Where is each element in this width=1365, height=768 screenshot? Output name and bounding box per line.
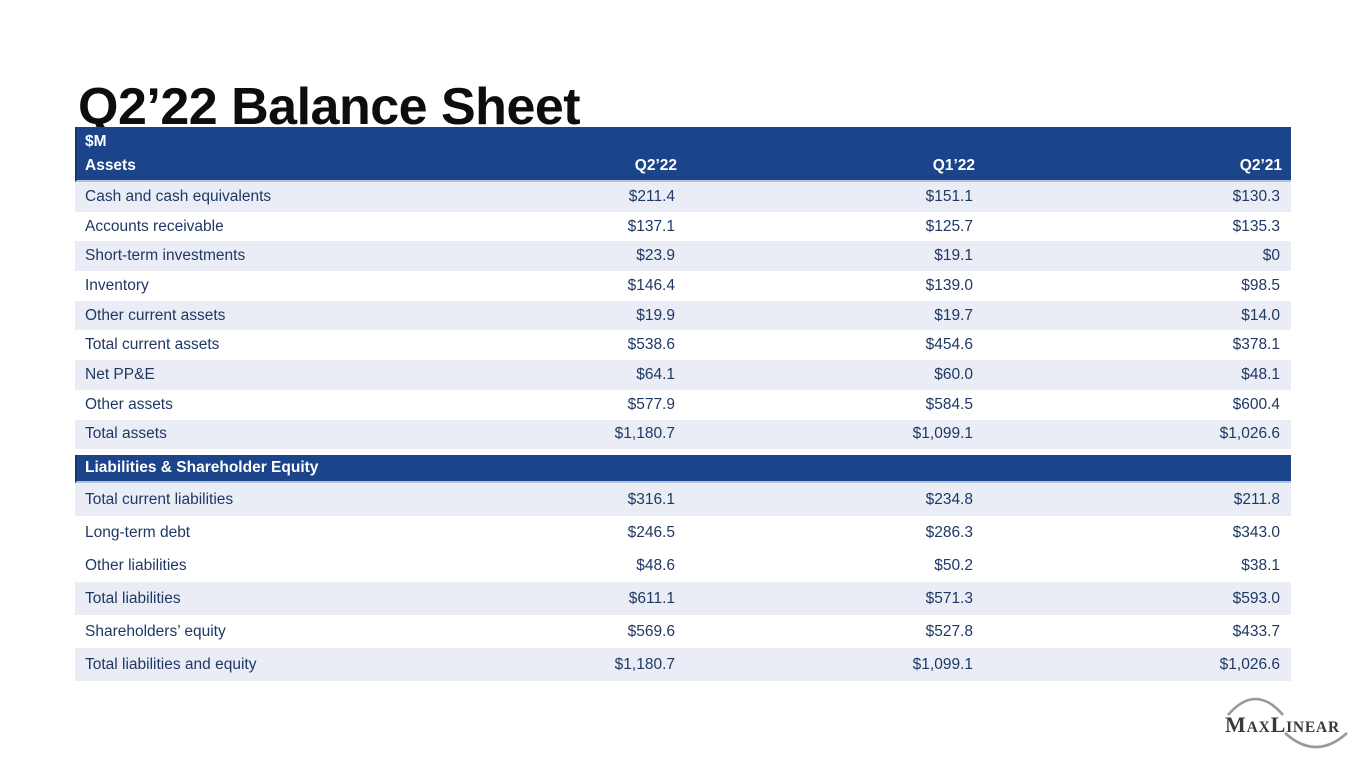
row-value-q2-21: $48.1 bbox=[1241, 365, 1280, 383]
row-value-q2-22: $19.9 bbox=[636, 306, 675, 324]
row-label: Accounts receivable bbox=[85, 217, 224, 235]
table-row-accounts-receivable: Accounts receivable $137.1 $125.7 $135.3 bbox=[75, 212, 1291, 242]
row-value-q1-22: $125.7 bbox=[925, 217, 973, 235]
row-label: Cash and cash equivalents bbox=[85, 187, 272, 205]
logo-arc-bottom bbox=[1284, 732, 1348, 749]
row-value-q2-22: $611.1 bbox=[628, 589, 675, 607]
row-value-q1-22: $1,099.1 bbox=[912, 655, 973, 673]
row-value-q2-22: $64.1 bbox=[636, 365, 675, 383]
table-row-shareholders-equity: Shareholders’ equity $569.6 $527.8 $433.… bbox=[75, 615, 1291, 648]
row-value-q2-21: $378.1 bbox=[1232, 336, 1280, 354]
row-value-q1-22: $151.1 bbox=[925, 187, 973, 205]
row-value-q2-21: $0 bbox=[1262, 247, 1280, 265]
maxlinear-logo: MAXLINEAR bbox=[1225, 697, 1348, 749]
row-value-q2-22: $1,180.7 bbox=[614, 655, 675, 673]
table-row-total-assets: Total assets $1,180.7 $1,099.1 $1,026.6 bbox=[75, 419, 1291, 450]
row-value-q2-22: $577.9 bbox=[627, 395, 675, 413]
row-label: Other assets bbox=[85, 395, 173, 413]
row-value-q1-22: $19.7 bbox=[934, 306, 973, 324]
table-row-other-assets: Other assets $577.9 $584.5 $600.4 bbox=[75, 390, 1291, 420]
row-value-q1-22: $50.2 bbox=[934, 556, 973, 574]
row-value-q2-21: $1,026.6 bbox=[1219, 655, 1280, 673]
section-divider bbox=[75, 449, 1291, 456]
balance-sheet-table: $M Assets Q2’22 Q1’22 Q2’21 Cash and cas… bbox=[75, 127, 1291, 682]
row-value-q2-21: $130.3 bbox=[1232, 187, 1280, 205]
row-value-q1-22: $234.8 bbox=[925, 490, 973, 508]
table-row-total-current-assets: Total current assets $538.6 $454.6 $378.… bbox=[75, 330, 1291, 360]
row-label: Total liabilities and equity bbox=[85, 655, 257, 673]
row-value-q2-22: $316.1 bbox=[627, 490, 675, 508]
logo-arc-top bbox=[1227, 697, 1284, 716]
row-value-q2-22: $48.6 bbox=[636, 556, 675, 574]
table-row-total-current-liabilities: Total current liabilities $316.1 $234.8 … bbox=[75, 483, 1291, 517]
table-row-cash: Cash and cash equivalents $211.4 $151.1 … bbox=[75, 182, 1291, 212]
row-value-q2-22: $246.5 bbox=[627, 523, 675, 541]
table-row-other-current-assets: Other current assets $19.9 $19.7 $14.0 bbox=[75, 300, 1291, 331]
table-row-other-liabilities: Other liabilities $48.6 $50.2 $38.1 bbox=[75, 549, 1291, 582]
row-value-q2-22: $538.6 bbox=[627, 336, 675, 354]
table-row-short-term-investments: Short-term investments $23.9 $19.1 $0 bbox=[75, 241, 1291, 272]
row-value-q2-22: $569.6 bbox=[627, 622, 675, 640]
table-row-net-ppe: Net PP&E $64.1 $60.0 $48.1 bbox=[75, 360, 1291, 390]
row-value-q1-22: $139.0 bbox=[925, 276, 973, 294]
row-value-q1-22: $19.1 bbox=[934, 247, 973, 265]
row-value-q2-21: $98.5 bbox=[1241, 276, 1280, 294]
row-value-q2-21: $1,026.6 bbox=[1219, 425, 1280, 443]
row-label: Net PP&E bbox=[85, 365, 155, 383]
liabilities-section-header: Liabilities & Shareholder Equity bbox=[75, 455, 1291, 484]
row-value-q1-22: $571.3 bbox=[925, 589, 973, 607]
table-row-total-liabilities: Total liabilities $611.1 $571.3 $593.0 bbox=[75, 582, 1291, 616]
row-value-q2-21: $211.8 bbox=[1233, 490, 1280, 508]
row-label: Long-term debt bbox=[85, 523, 191, 541]
liabilities-header-label: Liabilities & Shareholder Equity bbox=[85, 459, 319, 477]
row-value-q2-21: $433.7 bbox=[1232, 622, 1280, 640]
row-value-q1-22: $60.0 bbox=[934, 365, 973, 383]
row-label: Other liabilities bbox=[85, 556, 187, 574]
table-row-long-term-debt: Long-term debt $246.5 $286.3 $343.0 bbox=[75, 516, 1291, 549]
logo-wordmark: MAXLINEAR bbox=[1225, 712, 1340, 737]
row-label: Shareholders’ equity bbox=[85, 622, 226, 640]
column-header-q1-22: Q1’22 bbox=[932, 157, 975, 174]
row-value-q2-21: $135.3 bbox=[1232, 217, 1280, 235]
row-value-q2-22: $137.1 bbox=[627, 217, 675, 235]
column-header-row: Assets Q2’22 Q1’22 Q2’21 bbox=[77, 157, 1291, 175]
row-value-q1-22: $454.6 bbox=[925, 336, 973, 354]
row-label: Short-term investments bbox=[85, 247, 246, 265]
row-label: Total assets bbox=[85, 425, 167, 443]
column-header-q2-22: Q2’22 bbox=[634, 157, 677, 174]
row-value-q2-21: $343.0 bbox=[1232, 523, 1280, 541]
table-row-inventory: Inventory $146.4 $139.0 $98.5 bbox=[75, 271, 1291, 301]
table-row-total-liabilities-and-equity: Total liabilities and equity $1,180.7 $1… bbox=[75, 648, 1291, 682]
row-value-q2-22: $1,180.7 bbox=[614, 425, 675, 443]
row-value-q1-22: $527.8 bbox=[925, 622, 973, 640]
row-value-q1-22: $286.3 bbox=[925, 523, 973, 541]
row-value-q2-22: $211.4 bbox=[628, 187, 675, 205]
column-header-assets: Assets bbox=[85, 157, 136, 174]
assets-section-header: $M Assets Q2’22 Q1’22 Q2’21 bbox=[75, 127, 1291, 182]
row-label: Inventory bbox=[85, 276, 149, 294]
row-value-q2-22: $23.9 bbox=[636, 247, 675, 265]
row-value-q2-21: $600.4 bbox=[1232, 395, 1280, 413]
row-value-q1-22: $584.5 bbox=[925, 395, 973, 413]
row-value-q2-21: $593.0 bbox=[1232, 589, 1280, 607]
column-header-q2-21: Q2’21 bbox=[1239, 157, 1282, 174]
row-value-q2-21: $38.1 bbox=[1241, 556, 1280, 574]
row-label: Other current assets bbox=[85, 306, 226, 324]
row-label: Total current liabilities bbox=[85, 490, 234, 508]
row-label: Total current assets bbox=[85, 336, 220, 354]
row-value-q2-21: $14.0 bbox=[1241, 306, 1280, 324]
row-value-q2-22: $146.4 bbox=[627, 276, 675, 294]
page-title: Q2’22 Balance Sheet bbox=[78, 77, 581, 136]
units-label: $M bbox=[85, 133, 107, 150]
row-label: Total liabilities bbox=[85, 589, 181, 607]
row-value-q1-22: $1,099.1 bbox=[912, 425, 973, 443]
